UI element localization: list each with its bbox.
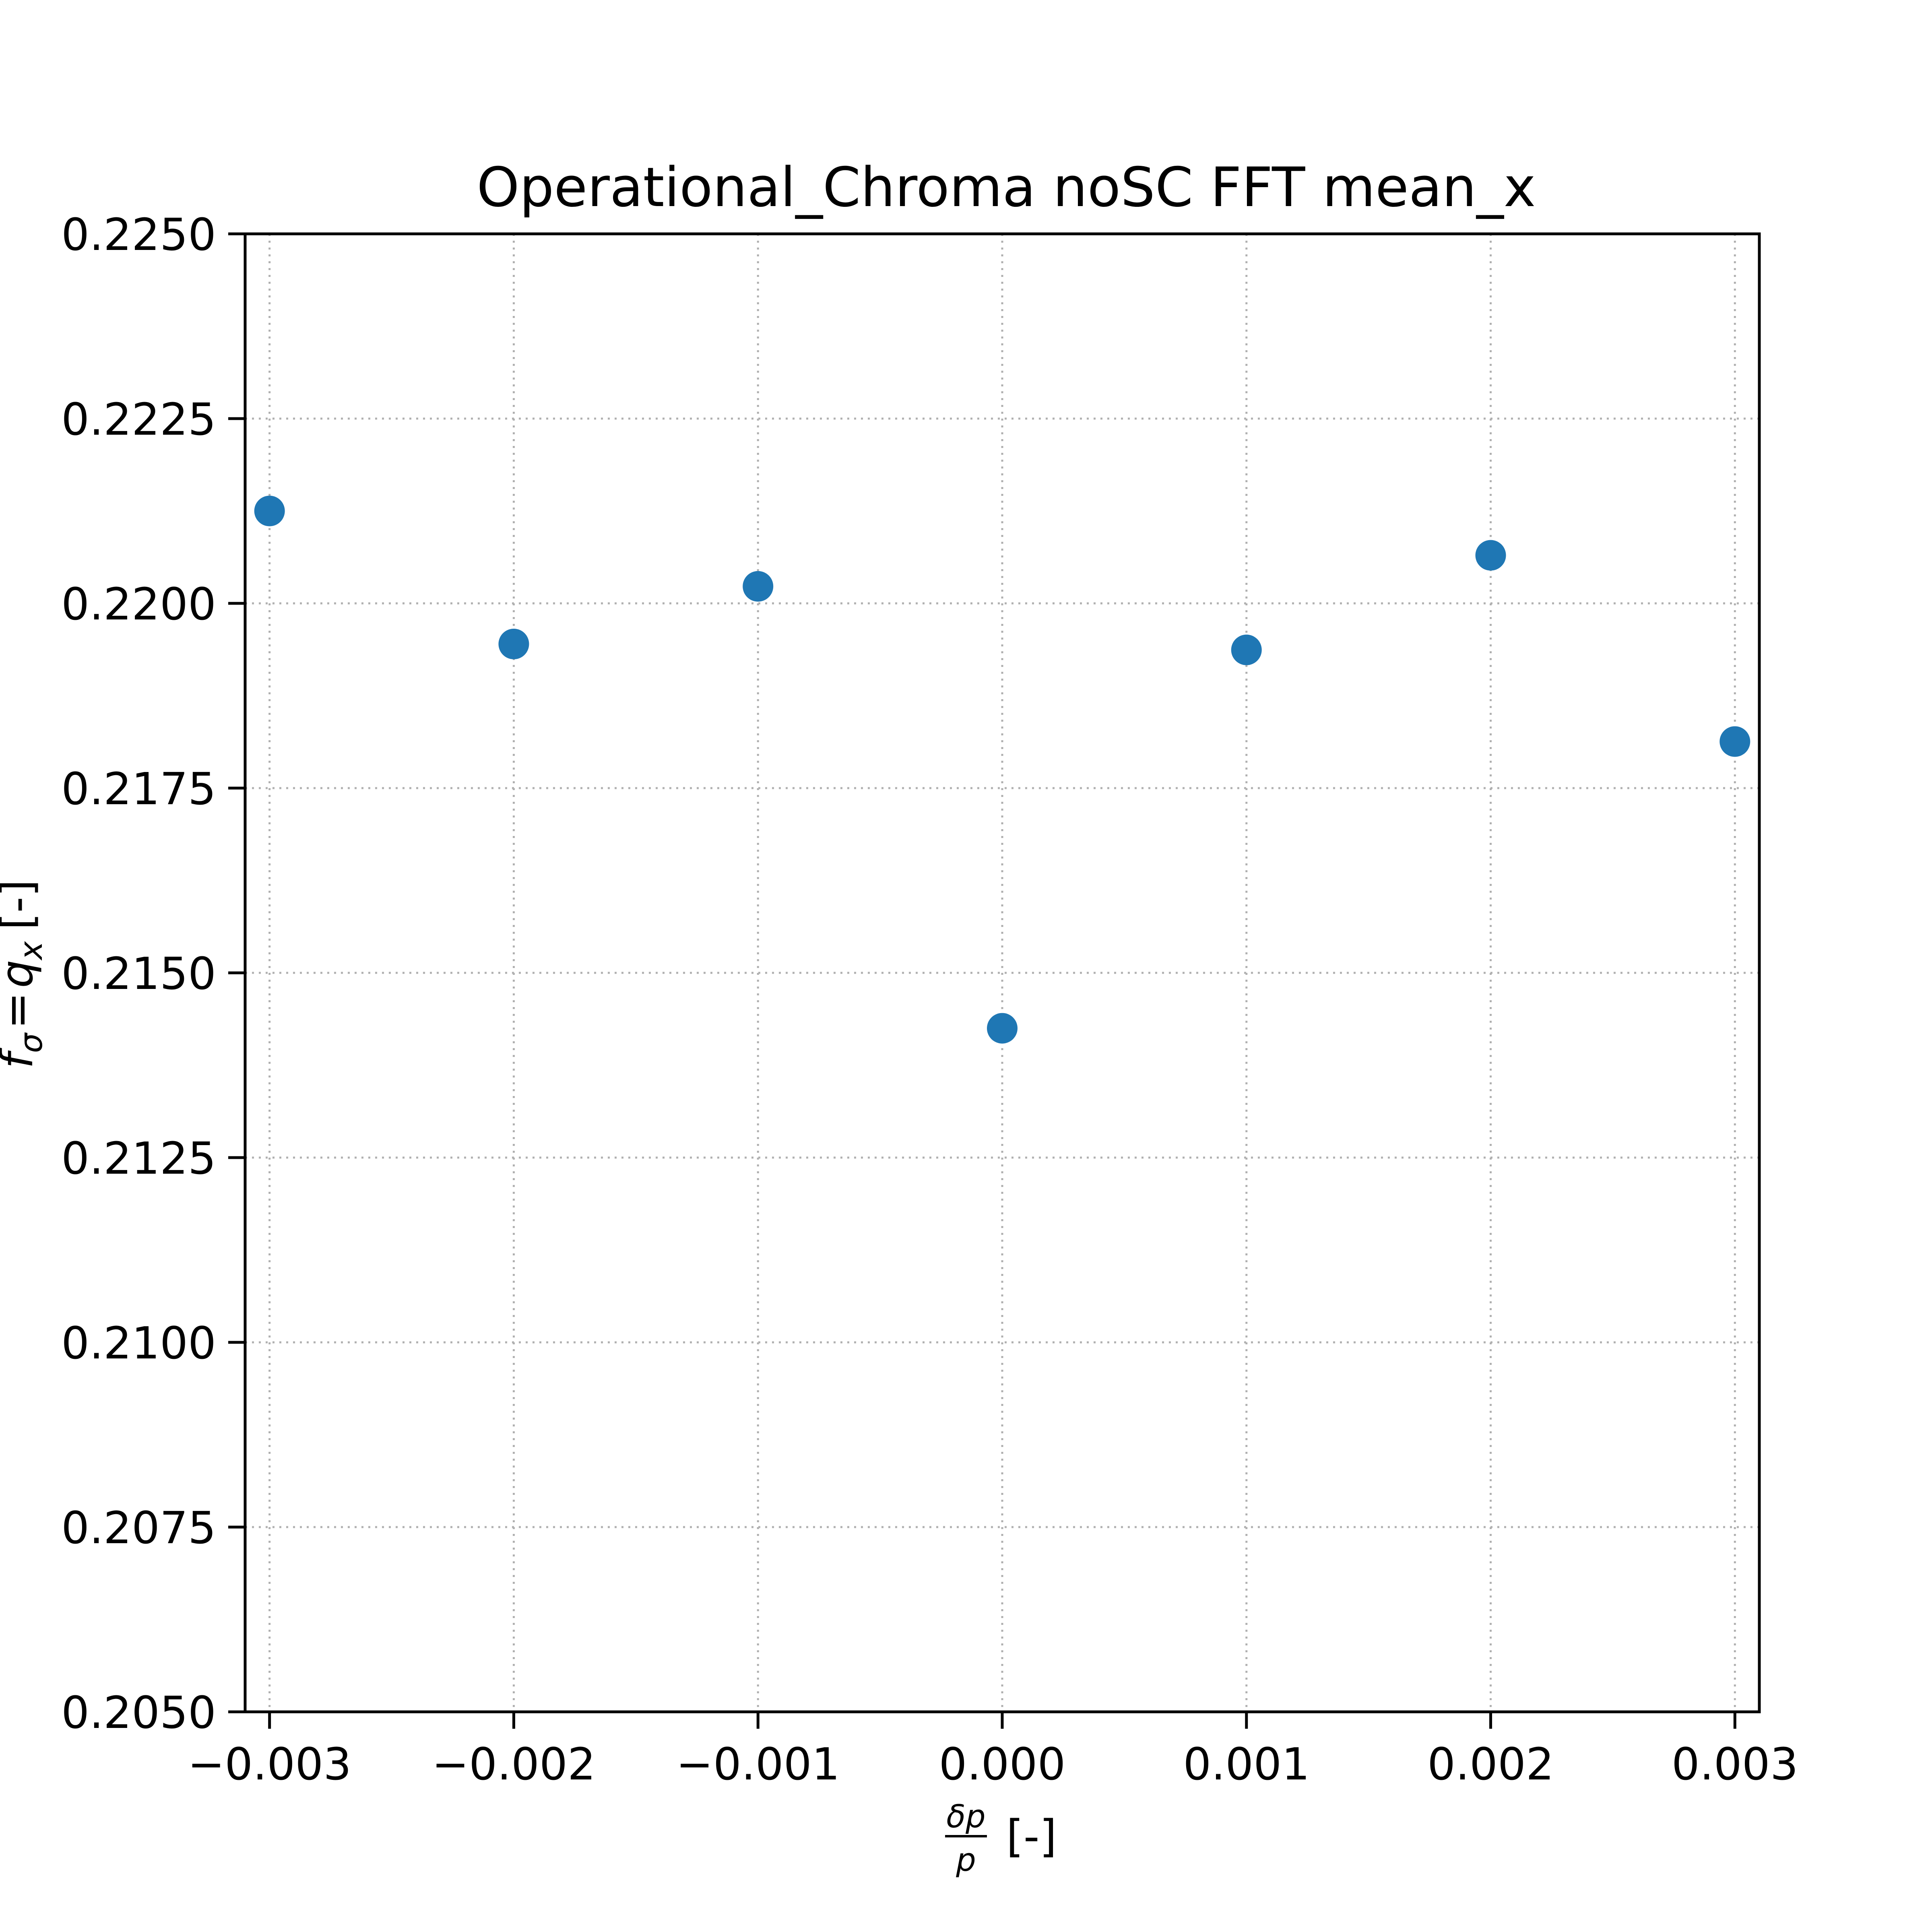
y-tick-labels: 0.2050 0.2075 0.2100 0.2125 0.2150 0.2175 0.22…: [61, 209, 216, 1738]
y-axis-label-suffix: [-]: [0, 879, 43, 930]
grid: [245, 233, 1759, 1713]
x-tick-label: 0.002: [1427, 1738, 1554, 1790]
data-point: [1719, 726, 1750, 757]
x-tick-label: −0.002: [432, 1738, 596, 1790]
y-axis-label-lhs-sub: σ: [13, 1032, 50, 1053]
y-tick-label: 0.2125: [61, 1133, 216, 1184]
x-axis-label-denominator: p: [956, 1842, 976, 1878]
y-tick-label: 0.2250: [61, 209, 216, 260]
y-axis-label-text: fσ=qx[-]: [0, 879, 50, 1069]
y-axis-label-eq: =: [0, 992, 43, 1029]
y-tick-label: 0.2075: [61, 1502, 216, 1554]
x-tick-label: −0.003: [188, 1738, 351, 1790]
x-tick-label: 0.000: [939, 1738, 1066, 1790]
y-tick-label: 0.2100: [61, 1317, 216, 1369]
x-axis-label: δp p [-]: [945, 1799, 1057, 1878]
x-tick-label: 0.001: [1183, 1738, 1310, 1790]
chart-title: Operational_Chroma noSC FFT mean_x: [477, 156, 1536, 219]
data-point: [743, 571, 774, 602]
data-point: [1231, 634, 1262, 665]
y-tick-label: 0.2150: [61, 948, 216, 999]
y-axis-label: fσ=qx[-]: [0, 879, 50, 1069]
axis-ticks: [228, 232, 1736, 1729]
x-tick-label: −0.001: [676, 1738, 840, 1790]
y-axis-label-rhs-sub: x: [13, 941, 50, 961]
x-tick-label: 0.003: [1672, 1738, 1798, 1790]
data-point: [498, 628, 529, 659]
data-points: [254, 495, 1750, 1044]
x-tick-labels: −0.003 −0.002 −0.001 0.000 0.001 0.002 0.003: [188, 1738, 1798, 1790]
y-tick-label: 0.2050: [61, 1687, 216, 1738]
data-point: [1475, 540, 1506, 571]
y-axis-label-rhs: q: [0, 960, 43, 988]
data-point: [254, 495, 285, 526]
data-point: [987, 1013, 1018, 1044]
x-axis-label-suffix: [-]: [1006, 1810, 1057, 1862]
x-axis-label-numerator: δp: [946, 1799, 985, 1835]
y-tick-label: 0.2200: [61, 578, 216, 630]
y-tick-label: 0.2225: [61, 394, 216, 445]
y-tick-label: 0.2175: [61, 763, 216, 815]
